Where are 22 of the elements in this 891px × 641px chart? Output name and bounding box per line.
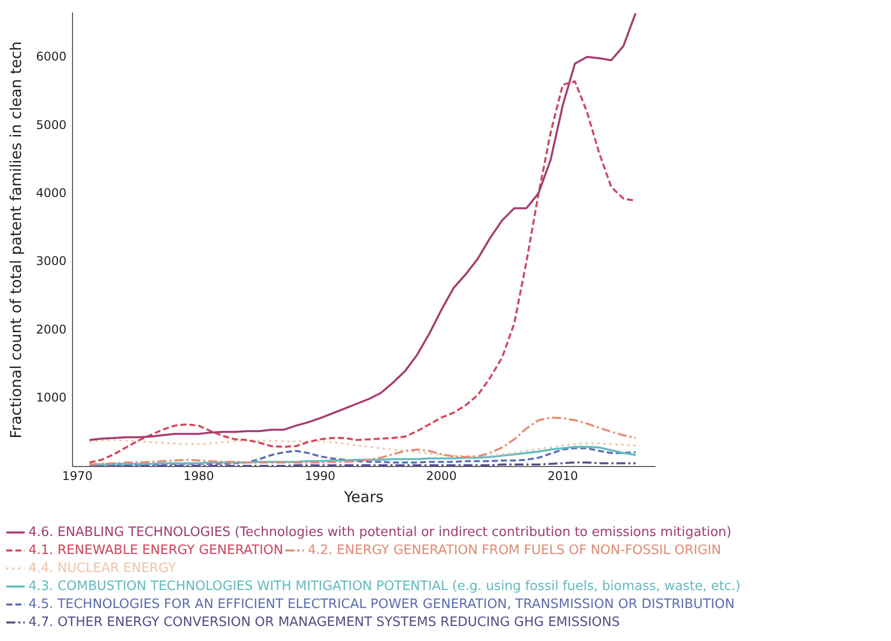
y-tick-label: 1000 <box>36 390 67 405</box>
y-tick-label: 2000 <box>36 322 67 336</box>
y-tick-label: 3000 <box>36 254 67 268</box>
legend-label: 4.2. ENERGY GENERATION FROM FUELS OF NON-FOSSIL ORIGIN <box>308 542 722 558</box>
line-series <box>88 416 637 466</box>
line-series <box>88 439 637 458</box>
legend-label: 4.5. TECHNOLOGIES FOR AN EFFICIENT ELECTRICAL POWER GENERATION, TRANSMISSION OR DISTRIBUTION <box>28 596 735 612</box>
legend-label: 4.6. ENABLING TECHNOLOGIES (Technologies with potential or indirect contribution to emissions mitigation) <box>28 524 732 540</box>
legend-label: 4.3. COMBUSTION TECHNOLOGIES WITH MITIGATION POTENTIAL (e.g. using fossil fuels, biomass, waste, etc.) <box>28 578 740 594</box>
y-tick-label: 4000 <box>36 186 67 200</box>
x-axis-title: Years <box>342 488 384 506</box>
x-tick-label: 1990 <box>304 468 336 483</box>
legend-label: 4.4. NUCLEAR ENERGY <box>28 560 176 576</box>
x-tick-label: 2000 <box>426 468 457 483</box>
x-tick-label: 1980 <box>183 468 214 483</box>
legend-label: 4.1. RENEWABLE ENERGY GENERATION <box>28 542 284 558</box>
legend-label: 4.7. OTHER ENERGY CONVERSION OR MANAGEMENT SYSTEMS REDUCING GHG EMISSIONS <box>28 614 620 630</box>
x-tick-label: 2010 <box>548 468 578 483</box>
y-axis-title: Fractional count of total patent families in clean tech <box>6 41 25 438</box>
y-tick-label: 5000 <box>36 118 67 132</box>
y-tick-label: 6000 <box>36 50 67 64</box>
x-tick-label: 1970 <box>62 468 93 483</box>
